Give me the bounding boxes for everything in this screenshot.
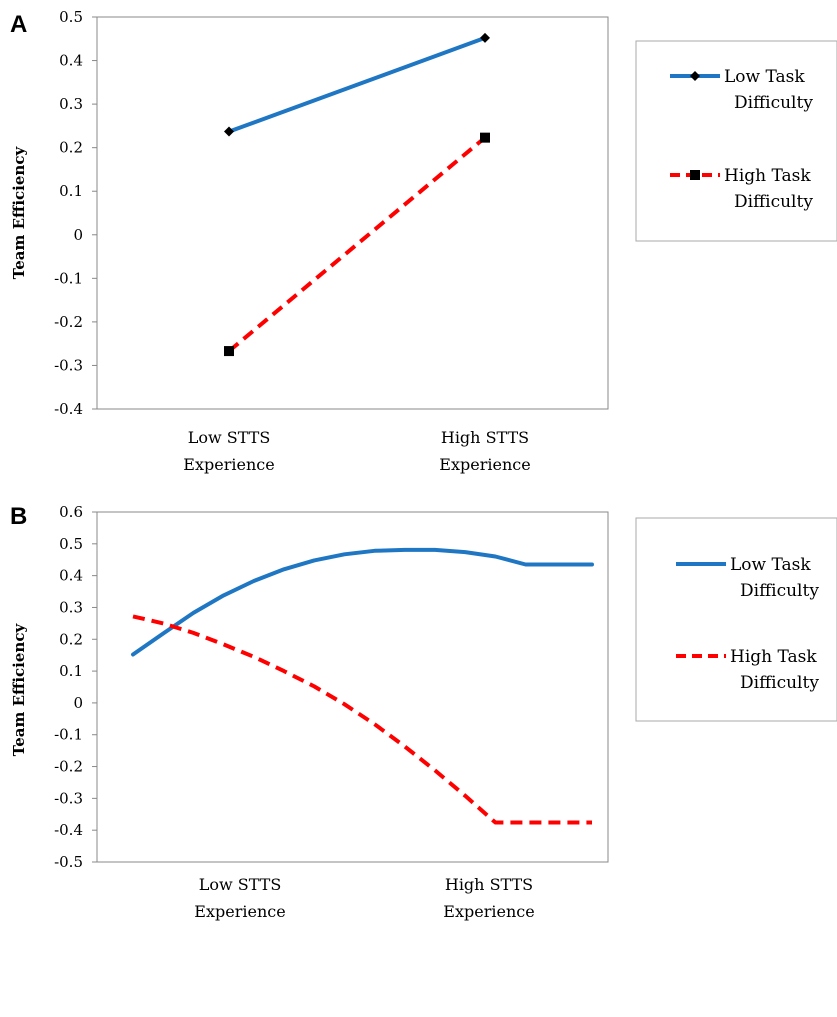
series-line-low-task-difficulty [131,547,594,657]
panel-a-y-ticks: 0.5 0.4 0.3 0.2 0.1 0 -0.1 -0.2 -0.3 -0.4 [54,8,97,418]
y-tick-label: 0 [73,226,83,244]
data-point-marker [224,346,234,357]
panel-a-letter: A [10,11,27,38]
y-tick-label: -0.2 [54,758,83,776]
panel-a-series [224,32,490,357]
panel-b-x-categories: Low STTS Experience High STTS Experience [194,875,534,921]
y-tick-label: -0.3 [54,789,83,807]
y-tick-label: -0.3 [54,356,83,374]
x-category-label: Experience [439,455,530,474]
panel-b-legend-box [635,517,837,722]
panel-a-plot-area [96,16,609,410]
y-tick-label: 0 [73,694,83,712]
y-tick-label: -0.1 [54,269,83,287]
series-line-high-task-difficulty [227,136,487,353]
panel-b-y-ticks: 0.6 0.5 0.4 0.3 0.2 0.1 0 -0.1 -0.2 -0.3 -0.4 -0.5 [54,503,97,871]
legend-label: High Task [724,166,811,186]
y-tick-label: -0.1 [54,726,83,744]
y-tick-label: 0.1 [59,182,83,200]
y-tick-label: -0.5 [54,853,83,871]
legend-marker [690,170,700,180]
panel-b-legend: Low Task Difficulty High Task Difficulty [676,555,819,693]
y-tick-label: 0.3 [59,95,83,113]
legend-label: Difficulty [740,581,819,601]
y-tick-label: 0.3 [59,598,83,616]
panel-b: B 0.6 0.5 0.4 0.3 0.2 0.1 0 -0.1 -0.2 -0.3 -0.4 -0.… [10,503,837,921]
x-category-label: High STTS [445,875,533,894]
panel-b-series [131,547,594,825]
y-tick-label: 0.2 [59,630,83,648]
legend-label: Difficulty [734,93,813,113]
data-point-marker [480,32,490,43]
x-category-label: Experience [194,902,285,921]
legend-marker [690,71,700,81]
x-category-label: Low STTS [199,875,282,894]
panel-a-x-categories: Low STTS Experience High STTS Experience [183,428,530,474]
y-tick-label: -0.4 [54,821,83,839]
series-line-high-task-difficulty [132,614,592,825]
x-category-label: Experience [183,455,274,474]
x-category-label: Low STTS [188,428,271,447]
legend-label: Difficulty [740,673,819,693]
y-tick-label: 0.6 [59,503,83,521]
legend-label: Difficulty [734,192,813,212]
panel-b-letter: B [10,503,27,530]
y-tick-label: 0.1 [59,662,83,680]
y-tick-label: -0.4 [54,400,83,418]
panel-a: A 0.5 0.4 0.3 0.2 0.1 0 -0.1 -0.2 -0.3 -0.4 Low S… [10,8,837,474]
data-point-marker [224,126,234,137]
series-line-low-task-difficulty [227,35,487,134]
y-tick-label: 0.2 [59,139,83,157]
panel-b-plot-area [96,511,609,863]
legend-label: Low Task [724,67,805,87]
data-point-marker [480,132,490,143]
y-tick-label: -0.2 [54,313,83,331]
panel-a-legend: Low Task Difficulty High Task Difficulty [670,67,813,212]
panel-a-legend-box [635,40,837,242]
legend-label: High Task [730,647,817,667]
x-category-label: Experience [443,902,534,921]
y-tick-label: 0.5 [59,8,83,26]
panel-b-y-axis-label: Team Efficiency [10,623,28,757]
y-tick-label: 0.4 [59,52,83,70]
y-tick-label: 0.5 [59,535,83,553]
panel-a-y-axis-label: Team Efficiency [10,146,28,280]
y-tick-label: 0.4 [59,567,83,585]
x-category-label: High STTS [441,428,529,447]
legend-label: Low Task [730,555,811,575]
